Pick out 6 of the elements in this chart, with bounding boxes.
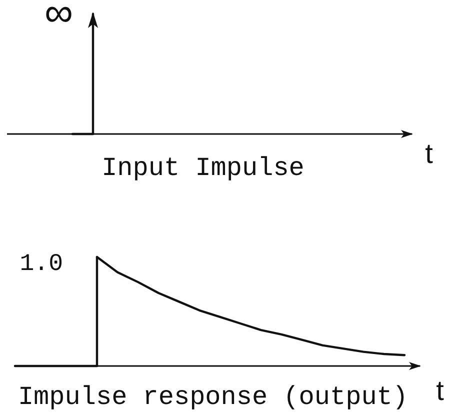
x-axis-title: t: [425, 138, 434, 169]
text: Input Impulse: [102, 153, 304, 183]
annotation: 1.0: [20, 251, 63, 278]
x-axis-title: t: [436, 375, 444, 406]
text: Impulse response (output): [18, 382, 408, 412]
annotation: ∞: [44, 0, 73, 35]
